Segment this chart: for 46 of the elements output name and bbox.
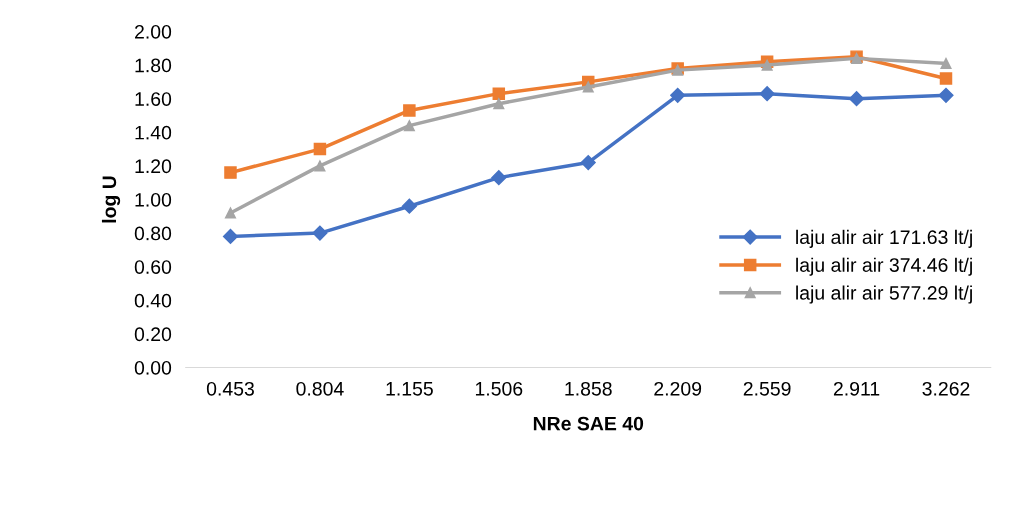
x-tick-label: 2.911	[833, 381, 880, 396]
x-tick-label: 1.506	[475, 381, 523, 396]
y-tick-label: 2.00	[135, 24, 172, 39]
x-tick-label: 1.155	[386, 382, 433, 396]
point	[312, 225, 328, 241]
x-tick-label: 0.453	[206, 381, 254, 396]
point	[224, 166, 237, 179]
y-tick-label: 1.60	[135, 92, 172, 106]
y-tick-label: 0.00	[134, 360, 172, 375]
y-tick-label: 0.80	[134, 226, 172, 241]
point	[940, 57, 952, 69]
y-axis-title: log U	[101, 176, 121, 223]
x-tick-label: 3.262	[922, 381, 970, 396]
y-tick-label: 0.60	[134, 260, 172, 274]
point	[403, 104, 416, 117]
legend-label: laju alir air 171.63 lt/j	[796, 229, 972, 248]
point	[493, 98, 505, 110]
y-tick-label: 0.20	[134, 327, 172, 342]
y-tick-label: 1.80	[135, 58, 172, 73]
point	[580, 154, 596, 171]
point	[224, 207, 237, 219]
y-tick-label: 1.20	[135, 159, 172, 174]
x-tick-label: 2.209	[654, 381, 702, 396]
point	[939, 72, 953, 85]
legend-label: laju alir air 374.46 lt/j	[796, 257, 972, 276]
x-tick-label: 2.559	[743, 381, 791, 396]
point	[670, 87, 686, 103]
point	[848, 91, 865, 107]
legend-label: laju alir air 577.29 lt/j	[796, 285, 972, 304]
y-tick-label: 1.00	[135, 192, 172, 207]
point	[314, 160, 326, 172]
y-tick-label: 0.40	[134, 293, 172, 308]
point	[491, 170, 507, 186]
point	[313, 142, 327, 156]
point	[761, 59, 773, 71]
point	[222, 228, 239, 245]
x-tick-label: 0.804	[296, 381, 344, 396]
point	[401, 198, 417, 214]
x-tick-label: 1.858	[565, 381, 612, 396]
y-tick-label: 1.40	[135, 125, 172, 140]
point	[759, 86, 775, 102]
point	[492, 87, 506, 100]
point	[582, 81, 594, 93]
point	[938, 87, 954, 103]
point	[403, 120, 415, 132]
x-axis-title: NRe SAE 40	[533, 416, 644, 431]
